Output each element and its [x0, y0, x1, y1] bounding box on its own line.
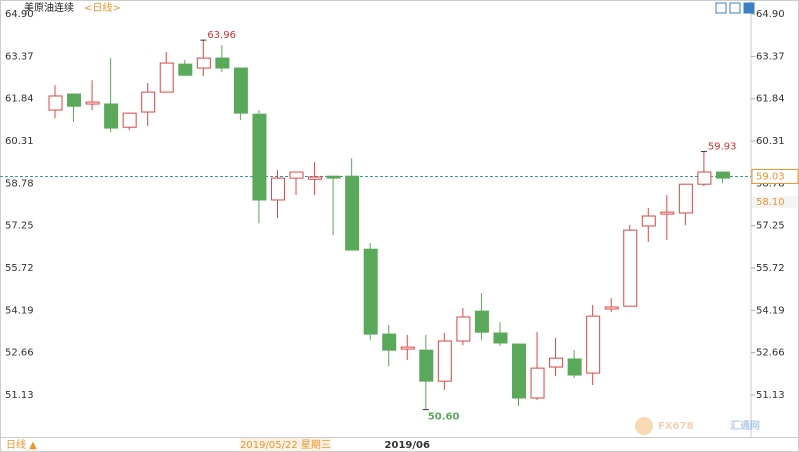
candle-body	[641, 215, 656, 227]
candle-body	[233, 67, 248, 114]
candle-body	[549, 357, 564, 368]
low-label: 50.60	[428, 412, 460, 423]
y-tick-label: 52.66	[5, 348, 34, 359]
y-tick-label: 63.37	[756, 51, 785, 62]
candle-body	[437, 340, 452, 382]
candle-body	[363, 248, 378, 335]
y-tick-label: 61.84	[756, 94, 785, 105]
y-tick-label: 57.25	[756, 221, 785, 232]
candle-body	[85, 101, 100, 105]
candle-body	[400, 346, 415, 350]
y-tick-label: 60.31	[756, 136, 785, 147]
last-price-box	[751, 168, 799, 184]
y-tick-label: 60.31	[5, 136, 34, 147]
x-tick-label: 2019/06	[385, 440, 430, 451]
candle-body	[660, 211, 675, 215]
y-tick-label: 51.13	[756, 390, 785, 401]
watermark-logo	[635, 417, 653, 435]
period-label: <日线>	[84, 1, 121, 14]
candle-body	[67, 93, 82, 107]
y-tick-label: 64.90	[5, 9, 34, 20]
y-tick-label: 54.19	[5, 305, 34, 316]
candle-body	[567, 358, 582, 376]
candle-body	[141, 91, 156, 113]
last-price-label: 59.03	[756, 171, 785, 182]
tool-icon[interactable]	[729, 2, 741, 14]
candle-body	[326, 175, 341, 179]
candle-body	[419, 349, 434, 382]
candle-body	[697, 171, 712, 185]
y-tick-label: 51.13	[5, 390, 34, 401]
candle-body	[586, 315, 601, 374]
watermark-group: FX678 汇通网	[635, 417, 760, 435]
cursor-date-box	[239, 438, 332, 451]
x-tick-label: 2019/05/22 星期三	[240, 439, 331, 451]
ref-price-label: 58.10	[756, 197, 785, 208]
y-tick-label: 58.78	[5, 178, 34, 189]
candle-body	[623, 229, 638, 307]
watermark-cn: 汇通网	[730, 419, 760, 432]
candle-body	[715, 171, 730, 179]
high-label: 63.96	[207, 30, 236, 41]
high-label: 59.93	[708, 142, 737, 153]
candle-body	[104, 103, 119, 129]
y-tick-label: 57.25	[5, 221, 34, 232]
candle-body	[604, 306, 619, 310]
candle-body	[252, 113, 267, 201]
candle-body	[122, 112, 137, 128]
y-tick-label: 52.66	[756, 348, 785, 359]
y-tick-label: 64.90	[756, 9, 785, 20]
candle-body	[530, 367, 545, 399]
y-tick-label: 54.19	[756, 305, 785, 316]
candle-body	[493, 332, 508, 344]
toolbar	[715, 2, 755, 14]
candle-body	[678, 183, 693, 214]
candle-body	[382, 333, 397, 351]
candle-body	[215, 57, 230, 69]
candle-body	[345, 175, 360, 251]
candle-body	[474, 310, 489, 333]
candle-body	[159, 62, 174, 93]
candle-body	[48, 95, 63, 111]
y-tick-label: 55.72	[5, 263, 34, 274]
candle-body	[308, 176, 323, 180]
candle-body	[512, 343, 526, 399]
period-button[interactable]: 日线 ▲	[6, 438, 37, 451]
tool-icon[interactable]	[743, 2, 755, 14]
candle-body	[196, 57, 211, 69]
y-tick-label: 63.37	[5, 51, 34, 62]
y-tick-label: 55.72	[756, 263, 785, 274]
candle-body	[178, 63, 193, 76]
candle-body	[270, 177, 285, 201]
watermark: FX678	[658, 421, 693, 432]
ref-price-marker	[752, 196, 798, 209]
y-tick-label: 61.84	[5, 94, 34, 105]
candle-body	[289, 171, 304, 179]
candle-body	[456, 316, 471, 342]
chart-title: 美原油连续	[24, 1, 74, 14]
tool-icon[interactable]	[715, 2, 727, 14]
